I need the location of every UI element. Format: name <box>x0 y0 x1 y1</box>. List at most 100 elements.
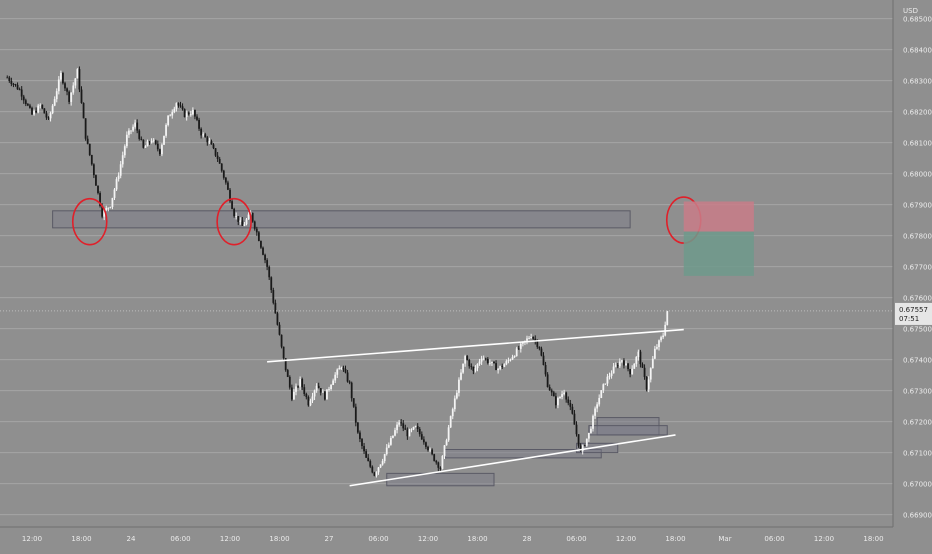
candle[interactable] <box>39 103 42 109</box>
candle[interactable] <box>169 114 172 117</box>
candle[interactable] <box>29 103 31 109</box>
candle[interactable] <box>528 336 530 340</box>
candle[interactable] <box>22 94 25 104</box>
candle[interactable] <box>583 444 586 447</box>
candle[interactable] <box>212 143 215 150</box>
candle[interactable] <box>548 384 551 391</box>
candle[interactable] <box>435 459 438 465</box>
candle[interactable] <box>612 362 615 374</box>
candle[interactable] <box>74 77 77 89</box>
candle[interactable] <box>272 287 275 305</box>
candle[interactable] <box>334 372 337 384</box>
candle[interactable] <box>80 86 83 104</box>
candle[interactable] <box>596 402 599 413</box>
candle[interactable] <box>130 130 132 135</box>
candle[interactable] <box>76 68 79 79</box>
candle[interactable] <box>474 365 477 373</box>
candle[interactable] <box>293 388 295 400</box>
candle[interactable] <box>406 427 409 440</box>
candle[interactable] <box>20 86 23 101</box>
candle[interactable] <box>18 87 21 91</box>
candle[interactable] <box>198 117 200 131</box>
candle[interactable] <box>332 378 335 386</box>
candle[interactable] <box>270 276 273 293</box>
candle[interactable] <box>387 442 390 449</box>
candle[interactable] <box>55 88 58 103</box>
candle[interactable] <box>534 335 537 345</box>
candle[interactable] <box>315 383 318 393</box>
candle[interactable] <box>136 119 139 134</box>
candle[interactable] <box>600 390 603 399</box>
candle[interactable] <box>660 335 662 343</box>
candle[interactable] <box>412 426 415 431</box>
candle[interactable] <box>392 435 394 439</box>
candle[interactable] <box>253 220 256 231</box>
candle[interactable] <box>476 363 479 372</box>
candle[interactable] <box>6 75 9 79</box>
candle[interactable] <box>590 426 592 434</box>
candle[interactable] <box>359 430 361 443</box>
candle[interactable] <box>484 357 487 361</box>
candle[interactable] <box>251 212 254 223</box>
candle[interactable] <box>515 346 518 357</box>
candle[interactable] <box>88 143 91 157</box>
candle[interactable] <box>639 349 642 368</box>
candle[interactable] <box>123 144 126 158</box>
candle[interactable] <box>416 423 419 432</box>
candle[interactable] <box>509 358 512 362</box>
candle[interactable] <box>519 341 522 353</box>
candle[interactable] <box>573 410 576 425</box>
price-axis[interactable]: 0.68500 0.68400 0.68300 0.68200 0.68100 0.680… <box>903 16 932 520</box>
trendline[interactable] <box>349 434 676 487</box>
candle[interactable] <box>95 174 97 186</box>
candle[interactable] <box>631 365 634 375</box>
candle[interactable] <box>466 354 469 361</box>
candle[interactable] <box>592 414 594 432</box>
candle[interactable] <box>585 438 588 447</box>
candle[interactable] <box>62 71 64 85</box>
candle[interactable] <box>604 383 607 385</box>
candle[interactable] <box>606 373 609 387</box>
candle[interactable] <box>404 424 407 430</box>
candle[interactable] <box>495 360 497 371</box>
candle[interactable] <box>154 139 157 146</box>
candle[interactable] <box>565 391 568 403</box>
candle[interactable] <box>649 367 652 383</box>
candle[interactable] <box>140 136 143 141</box>
candle[interactable] <box>398 419 401 427</box>
candle[interactable] <box>620 360 623 364</box>
candle[interactable] <box>453 395 456 412</box>
candle[interactable] <box>402 420 405 432</box>
candle[interactable] <box>278 322 281 336</box>
candle[interactable] <box>191 107 194 116</box>
candle[interactable] <box>629 368 632 378</box>
candle[interactable] <box>616 363 619 369</box>
candle[interactable] <box>379 464 382 469</box>
candle[interactable] <box>142 139 145 149</box>
candle[interactable] <box>513 355 516 359</box>
candle[interactable] <box>482 355 485 361</box>
candle[interactable] <box>577 434 580 448</box>
candle[interactable] <box>336 368 339 379</box>
candle[interactable] <box>260 240 262 249</box>
candle[interactable] <box>158 148 161 157</box>
candle[interactable] <box>84 118 87 141</box>
candle[interactable] <box>375 471 378 478</box>
candle[interactable] <box>299 376 302 390</box>
candle[interactable] <box>643 364 646 380</box>
candle[interactable] <box>125 131 128 149</box>
candle[interactable] <box>344 365 347 374</box>
take-profit-zone[interactable] <box>683 231 754 276</box>
candle[interactable] <box>645 376 648 392</box>
candle[interactable] <box>146 139 149 147</box>
candle[interactable] <box>443 445 446 460</box>
candle[interactable] <box>328 386 330 392</box>
candle[interactable] <box>152 138 155 143</box>
candle[interactable] <box>8 75 11 83</box>
candle[interactable] <box>282 346 285 360</box>
candle[interactable] <box>255 226 258 236</box>
candle[interactable] <box>14 83 17 87</box>
candle[interactable] <box>297 385 299 389</box>
candle[interactable] <box>569 399 572 411</box>
candle[interactable] <box>148 140 151 145</box>
